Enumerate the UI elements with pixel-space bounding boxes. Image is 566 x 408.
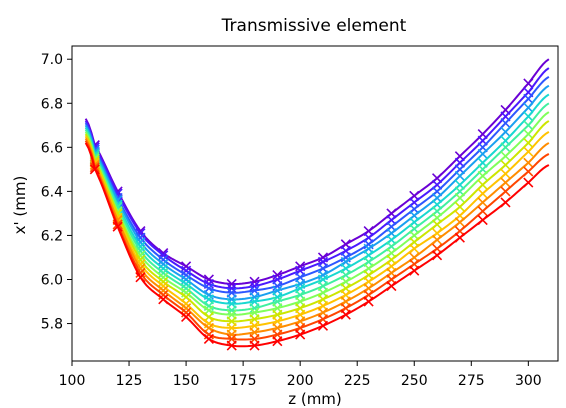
data-point-marker <box>363 296 374 307</box>
series-10 <box>84 140 550 345</box>
data-point-marker <box>500 159 511 171</box>
data-point-marker <box>523 111 534 122</box>
data-point-marker <box>203 333 214 345</box>
data-point-marker <box>409 243 420 254</box>
data-point-marker <box>477 170 488 182</box>
ticks-layer: 100 125 150 175 200 225 250 275 300 5.8 6.0 6.2 6.4 6… <box>41 52 542 389</box>
data-point-marker <box>454 201 465 212</box>
data-point-marker <box>454 170 465 182</box>
data-point-marker <box>523 137 534 148</box>
x-tick-label: 125 <box>116 373 143 389</box>
data-point-marker <box>226 278 237 289</box>
x-tick-label: 300 <box>515 373 542 389</box>
data-point-marker <box>477 188 488 199</box>
x-tick-label: 150 <box>173 373 200 389</box>
series-line <box>84 138 550 336</box>
data-point-marker <box>158 294 169 305</box>
data-point-marker <box>477 179 488 190</box>
y-tick-label: 6.0 <box>41 272 63 288</box>
y-tick-label: 6.2 <box>41 228 63 244</box>
y-tick-label: 7.0 <box>41 52 63 68</box>
data-point-marker <box>523 157 534 168</box>
data-point-marker <box>454 217 465 228</box>
data-point-marker <box>249 340 260 351</box>
data-point-marker <box>500 177 511 188</box>
data-point-marker <box>523 166 534 177</box>
data-point-marker <box>112 221 123 232</box>
data-point-marker <box>523 102 534 113</box>
y-tick-label: 6.8 <box>41 96 63 112</box>
x-tick-label: 100 <box>59 373 86 389</box>
data-point-marker <box>135 272 146 283</box>
data-point-marker <box>500 186 511 197</box>
y-tick-label: 6.6 <box>41 140 63 156</box>
x-tick-label: 275 <box>458 373 485 389</box>
data-point-marker <box>226 340 237 351</box>
data-point-marker <box>340 309 351 320</box>
data-point-marker <box>500 118 511 129</box>
data-point-marker <box>523 78 534 89</box>
data-point-marker <box>432 219 443 230</box>
series-11 <box>84 142 550 351</box>
data-point-marker <box>272 336 283 347</box>
data-point-marker <box>226 294 237 305</box>
data-point-marker <box>295 329 306 340</box>
data-point-marker <box>432 234 443 245</box>
x-axis-label: z (mm) <box>288 390 342 408</box>
series-line <box>84 140 550 341</box>
data-point-marker <box>432 250 443 261</box>
data-point-marker <box>477 214 488 226</box>
data-point-marker <box>454 232 465 243</box>
data-point-marker <box>477 148 488 160</box>
data-point-marker <box>500 151 511 162</box>
data-point-marker <box>317 320 329 331</box>
y-tick-label: 6.4 <box>41 184 63 200</box>
data-point-marker <box>454 192 465 204</box>
x-tick-label: 200 <box>287 373 314 389</box>
series-layer <box>84 58 550 351</box>
chart-title: Transmissive element <box>221 16 407 36</box>
data-point-marker <box>477 206 488 217</box>
plot-frame <box>71 45 559 362</box>
series-line <box>84 131 550 330</box>
x-tick-label: 250 <box>401 373 428 389</box>
data-point-marker <box>523 120 534 131</box>
data-point-marker <box>386 281 397 292</box>
data-point-marker <box>523 129 534 140</box>
data-point-marker <box>226 283 237 294</box>
data-point-marker <box>477 197 488 208</box>
x-tick-label: 175 <box>230 373 257 389</box>
data-point-marker <box>409 265 420 276</box>
x-tick-label: 225 <box>344 373 371 389</box>
data-point-marker <box>500 168 511 179</box>
data-point-marker <box>181 311 192 323</box>
y-axis-label: x' (mm) <box>11 176 29 235</box>
y-tick-label: 5.8 <box>41 317 63 333</box>
data-point-marker <box>523 146 534 157</box>
data-point-marker <box>226 329 237 340</box>
data-point-marker <box>500 197 511 208</box>
data-point-marker <box>500 126 511 137</box>
data-point-marker <box>523 93 534 104</box>
data-point-marker <box>500 142 511 153</box>
data-point-marker <box>523 177 534 188</box>
data-point-marker <box>89 164 100 175</box>
data-point-marker <box>226 305 237 316</box>
